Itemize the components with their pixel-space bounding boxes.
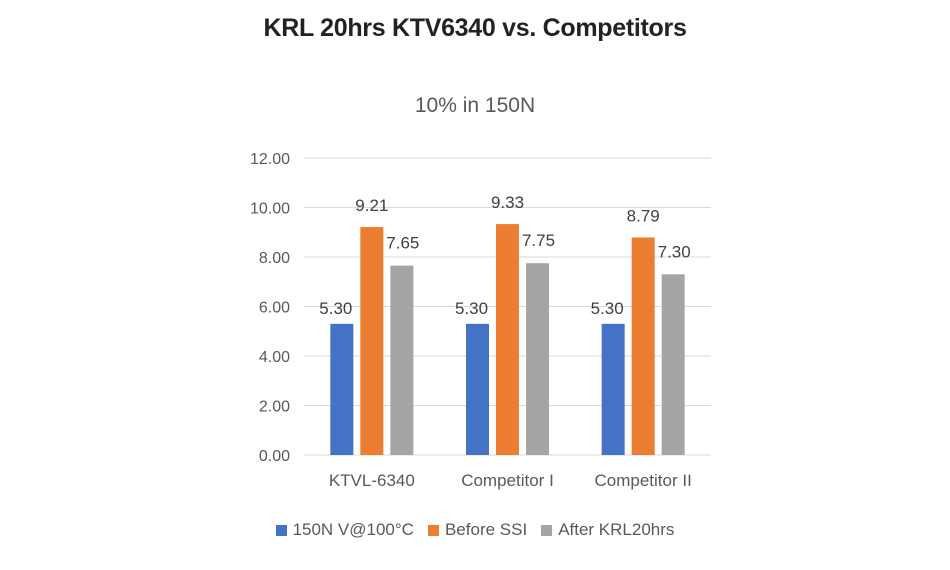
legend-item-before-ssi: Before SSI	[427, 520, 528, 540]
bar	[631, 237, 655, 455]
chart-legend: 150N V@100°C Before SSI After KRL20hrs	[0, 520, 950, 540]
y-tick-label: 0.00	[259, 448, 290, 465]
chart-title: 10% in 150N	[414, 94, 536, 117]
y-tick-label: 6.00	[259, 300, 290, 317]
legend-label-150n: 150N V@100°C	[292, 520, 414, 539]
y-tick-label: 8.00	[259, 250, 290, 267]
data-label: 7.65	[386, 234, 419, 253]
bar	[601, 323, 625, 455]
legend-item-after-krl: After KRL20hrs	[541, 520, 674, 540]
y-tick-label: 10.00	[250, 201, 290, 218]
bar	[466, 323, 489, 455]
x-category-label: Competitor II	[595, 471, 692, 490]
page-title: KRL 20hrs KTV6340 vs. Competitors	[263, 14, 687, 42]
legend-item-150n: 150N V@100°C	[275, 520, 414, 540]
bar	[661, 274, 685, 455]
data-label: 7.75	[522, 231, 555, 250]
data-label: 8.79	[627, 206, 660, 225]
legend-swatch-before-ssi	[427, 524, 439, 536]
x-category-label: KTVL-6340	[329, 471, 415, 490]
bar	[330, 323, 354, 455]
legend-label-before-ssi: Before SSI	[444, 520, 528, 539]
legend-label-after-krl: After KRL20hrs	[558, 520, 675, 539]
bar	[496, 224, 519, 455]
data-label: 5.30	[455, 299, 488, 318]
legend-swatch-after-krl	[541, 524, 553, 536]
y-tick-label: 4.00	[259, 349, 290, 366]
bar	[360, 227, 384, 455]
data-label: 7.30	[658, 242, 691, 261]
data-label: 5.30	[591, 299, 624, 318]
bar	[526, 263, 549, 455]
y-tick-label: 2.00	[259, 399, 290, 416]
x-category-label: Competitor I	[461, 471, 554, 490]
legend-swatch-150n	[275, 524, 287, 536]
y-tick-label: 12.00	[250, 151, 290, 168]
data-label: 9.33	[491, 193, 524, 212]
data-label: 5.30	[319, 299, 352, 318]
data-label: 9.21	[355, 196, 388, 215]
bar	[390, 265, 414, 455]
